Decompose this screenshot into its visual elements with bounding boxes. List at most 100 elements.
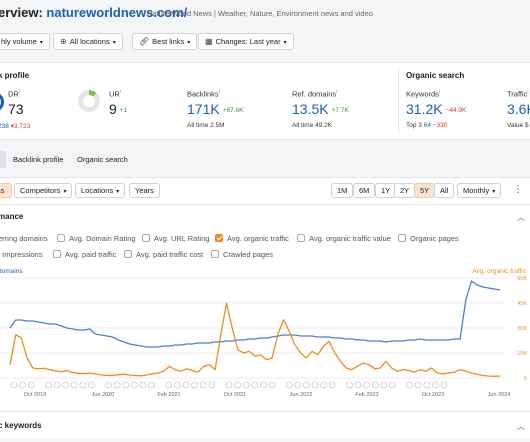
performance-chart[interactable]: Oct 2019 Jun 2020 Feb 2021 Oct 2021 Jun 2022… xyxy=(0,262,530,408)
page-header: erview: natureworldnews.com/ Nature Worl… xyxy=(0,0,530,28)
checkbox-icon xyxy=(124,250,132,258)
ref-domains-value-text[interactable]: 13.5K xyxy=(292,101,329,117)
checkbox-avg-organic-traffic-value[interactable]: Avg. organic traffic value xyxy=(297,234,391,243)
info-icon[interactable]: i xyxy=(18,89,20,95)
tab-organic-search[interactable]: Organic search xyxy=(77,155,128,164)
annotation-marker xyxy=(389,381,396,389)
range-1y-button[interactable]: 1Y xyxy=(375,183,397,198)
ur-value-text[interactable]: 9 xyxy=(109,101,117,117)
info-icon[interactable]: i xyxy=(336,89,338,95)
x-tick-label: Jun 2020 xyxy=(92,392,115,398)
x-tick-label: Jun 2022 xyxy=(290,392,313,398)
keywords-delta: −44.9K xyxy=(445,106,467,114)
changes-dropdown[interactable]: ▦ Changes: Last year ▾ xyxy=(198,33,294,50)
keywords-top3-label: Top 3 xyxy=(406,122,422,129)
checkbox-avg-paid-traffic[interactable]: Avg. paid traffic xyxy=(53,250,116,259)
best-links-dropdown-label: Best links xyxy=(152,37,185,46)
chevron-down-icon: ▾ xyxy=(39,40,43,46)
keywords-top3-value[interactable]: 64 xyxy=(423,122,431,129)
keywords-value-text[interactable]: 31.2K xyxy=(406,101,443,117)
divider xyxy=(0,411,530,412)
checkbox-label: Avg. paid traffic cost xyxy=(136,250,204,259)
ref-domains-alltime-value: 49.2K xyxy=(315,122,333,129)
checkbox-crawled-pages[interactable]: Crawled pages xyxy=(211,250,273,259)
annotation-marker xyxy=(191,381,198,389)
annotation-marker xyxy=(268,381,276,389)
page-title: erview: natureworldnews.com/ xyxy=(0,5,187,20)
competitors-dropdown[interactable]: Competitors ▾ xyxy=(14,183,73,198)
x-tick-label: Oct 2021 xyxy=(224,392,246,398)
range-5y-button[interactable]: 5Y xyxy=(414,183,436,198)
granularity-dropdown[interactable]: Monthly ▾ xyxy=(457,183,502,198)
chevron-down-icon: ▾ xyxy=(63,189,67,195)
traffic-label: Traffici xyxy=(507,89,529,99)
checkbox-referring-domains[interactable]: erring domains xyxy=(0,234,48,243)
ref-domains-value: 13.5K +7.7K xyxy=(292,101,349,117)
checkbox-impressions[interactable]: . Impressions xyxy=(0,250,43,259)
traffic-value-sub: Value $ xyxy=(507,122,529,129)
annotation-marker xyxy=(303,381,310,389)
best-links-dropdown[interactable]: 🔗︎ Best links ▾ xyxy=(132,33,198,50)
dr-sub-a[interactable]: 238 xyxy=(0,123,9,130)
more-options-icon[interactable]: ⋮ xyxy=(513,184,523,195)
years-button[interactable]: Years xyxy=(129,183,160,198)
locations-dropdown[interactable]: ⊕ All locations ▾ xyxy=(53,33,123,50)
main-panel: cs Competitors▾ Locations▾ Years 1M 6M 1… xyxy=(0,177,530,442)
annotation-marker xyxy=(440,381,448,389)
collapse-chevron-icon[interactable]: ︿ xyxy=(517,213,525,222)
info-icon[interactable]: i xyxy=(527,89,529,95)
tab-overview[interactable] xyxy=(0,151,6,168)
info-icon[interactable]: i xyxy=(119,89,121,95)
range-2y-button[interactable]: 2Y xyxy=(394,183,416,198)
checkbox-avg-organic-traffic[interactable]: Avg. organic traffic xyxy=(215,234,289,243)
annotation-marker xyxy=(174,381,181,389)
annotation-marker xyxy=(53,381,61,389)
traffic-value-sub-value: $ xyxy=(524,122,529,129)
bottom-strip xyxy=(0,438,530,442)
range-all-button[interactable]: All xyxy=(434,183,455,198)
locations-filter-dropdown[interactable]: Locations ▾ xyxy=(75,183,126,198)
traffic-value-sub-label: Value xyxy=(507,122,524,129)
checkbox-label: Avg. organic traffic value xyxy=(309,234,391,243)
checkbox-avg-paid-traffic-cost[interactable]: Avg. paid traffic cost xyxy=(124,250,203,259)
checkbox-avg-url-rating[interactable]: Avg. URL Rating xyxy=(142,234,209,243)
chevron-down-icon: ▾ xyxy=(492,189,496,195)
range-1m-button[interactable]: 1M xyxy=(331,183,354,198)
chart-legend-right: Avg. organic traffic xyxy=(472,268,526,275)
target-domain-link[interactable]: natureworldnews.com/ xyxy=(46,5,188,20)
metrics-card xyxy=(0,62,530,140)
annotation-marker xyxy=(122,381,130,389)
changes-dropdown-label: Changes: Last year xyxy=(215,37,281,46)
tab-metrics[interactable]: cs xyxy=(0,183,12,198)
ur-donut xyxy=(78,90,100,112)
annotation-marker xyxy=(131,381,138,389)
traffic-value[interactable]: 3.6K xyxy=(507,101,530,117)
checkbox-icon xyxy=(53,250,61,258)
metric-checkbox-row: erring domains Avg. Domain Rating Avg. U… xyxy=(0,234,530,244)
checkbox-organic-pages[interactable]: Organic pages xyxy=(398,234,459,243)
checkbox-avg-domain-rating[interactable]: Avg. Domain Rating xyxy=(57,234,136,243)
info-icon[interactable]: i xyxy=(218,89,220,95)
backlinks-value-text[interactable]: 171K xyxy=(187,101,220,117)
volume-dropdown[interactable]: hly volume ▾ xyxy=(0,33,50,50)
locations-filter-label: Locations xyxy=(81,186,114,195)
x-tick-label: Oct 2023 xyxy=(422,392,444,398)
ur-label: URi xyxy=(109,89,121,99)
y-tick-label: 45K xyxy=(517,301,527,307)
annotation-marker xyxy=(328,381,336,389)
annotation-marker xyxy=(406,381,413,389)
range-6m-button[interactable]: 6M xyxy=(353,183,376,198)
chart-x-axis: Oct 2019 Jun 2020 Feb 2021 Oct 2021 Jun 2022… xyxy=(24,392,510,398)
dr-label: DRi xyxy=(8,89,20,99)
checkbox-label: Avg. Domain Rating xyxy=(69,234,136,243)
collapse-chevron-icon[interactable]: ︿ xyxy=(517,422,525,431)
ref-domains-delta: +7.7K xyxy=(331,106,349,114)
chart-series xyxy=(9,280,501,377)
dr-value[interactable]: 73 xyxy=(8,101,24,117)
annotation-marker xyxy=(234,381,241,389)
checkbox-label: Organic pages xyxy=(410,234,459,243)
tab-backlink-profile[interactable]: Backlink profile xyxy=(13,155,64,164)
info-icon[interactable]: i xyxy=(438,89,441,95)
annotation-marker xyxy=(165,381,173,389)
